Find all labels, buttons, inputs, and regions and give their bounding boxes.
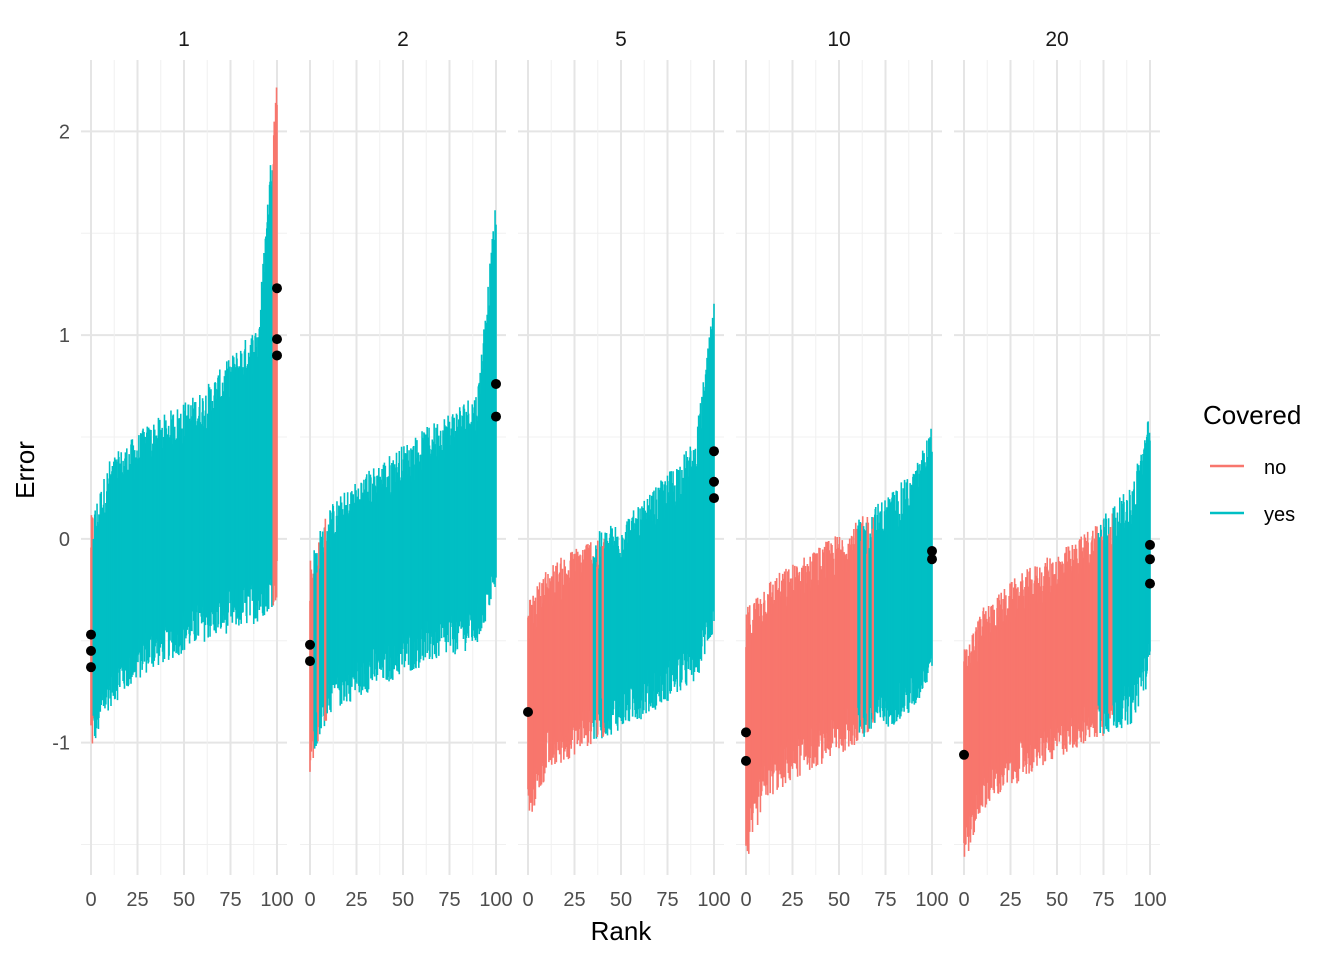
x-tick-label: 0 bbox=[740, 889, 751, 911]
x-tick-label: 50 bbox=[392, 889, 414, 911]
point-estimate bbox=[927, 546, 937, 557]
x-tick-label: 0 bbox=[958, 889, 969, 911]
x-axis-title: Rank bbox=[591, 916, 653, 946]
legend-title: Covered bbox=[1203, 400, 1301, 430]
x-tick-label: 25 bbox=[126, 889, 148, 911]
x-tick-label: 100 bbox=[915, 889, 948, 911]
point-estimate bbox=[741, 755, 751, 766]
x-tick-label: 25 bbox=[345, 889, 367, 911]
point-estimate bbox=[1145, 539, 1155, 550]
point-estimate bbox=[709, 446, 719, 457]
point-estimate bbox=[709, 493, 719, 504]
point-estimate bbox=[927, 554, 937, 565]
x-tick-label: 50 bbox=[173, 889, 195, 911]
y-tick-label: -1 bbox=[52, 733, 70, 755]
x-tick-label: 25 bbox=[781, 889, 803, 911]
x-tick-label: 75 bbox=[874, 889, 896, 911]
x-tick-label: 25 bbox=[563, 889, 585, 911]
legend-label-no: no bbox=[1264, 457, 1286, 479]
legend-label-yes: yes bbox=[1264, 504, 1295, 526]
facet-label: 20 bbox=[1045, 28, 1068, 51]
facet-label: 5 bbox=[615, 28, 627, 51]
facet-label: 10 bbox=[827, 28, 850, 51]
x-tick-label: 0 bbox=[85, 889, 96, 911]
x-tick-label: 0 bbox=[304, 889, 315, 911]
x-tick-label: 75 bbox=[656, 889, 678, 911]
point-estimate bbox=[523, 707, 533, 717]
facet-label: 2 bbox=[397, 28, 409, 51]
x-tick-label: 50 bbox=[828, 889, 850, 911]
point-estimate bbox=[305, 656, 315, 667]
x-tick-label: 25 bbox=[999, 889, 1021, 911]
point-estimate bbox=[272, 283, 282, 294]
y-axis-title: Error bbox=[10, 441, 40, 499]
y-tick-label: 2 bbox=[59, 121, 70, 143]
legend: Covered no yes bbox=[1203, 400, 1301, 526]
data-layer bbox=[86, 87, 1155, 857]
point-estimate bbox=[959, 749, 969, 760]
point-estimate bbox=[272, 334, 282, 345]
point-estimate bbox=[305, 639, 315, 650]
y-tick-label: 1 bbox=[59, 325, 70, 347]
x-tick-label: 100 bbox=[479, 889, 512, 911]
point-estimate bbox=[491, 378, 501, 389]
facet-label: 1 bbox=[178, 28, 190, 51]
x-tick-label: 75 bbox=[1092, 889, 1114, 911]
point-estimate bbox=[1145, 554, 1155, 565]
point-estimate bbox=[86, 629, 96, 640]
point-estimate bbox=[86, 645, 96, 656]
x-tick-label: 50 bbox=[1046, 889, 1068, 911]
x-tick-label: 75 bbox=[438, 889, 460, 911]
x-tick-label: 100 bbox=[260, 889, 293, 911]
x-tick-label: 0 bbox=[522, 889, 533, 911]
x-tick-label: 100 bbox=[1133, 889, 1166, 911]
x-tick-label: 50 bbox=[610, 889, 632, 911]
x-tick-label: 75 bbox=[219, 889, 241, 911]
point-estimate bbox=[272, 350, 282, 361]
x-tick-label: 100 bbox=[697, 889, 730, 911]
point-estimate bbox=[86, 662, 96, 673]
point-estimate bbox=[491, 411, 501, 422]
point-estimate bbox=[741, 727, 751, 738]
point-estimate bbox=[709, 476, 719, 487]
point-estimate bbox=[1145, 578, 1155, 589]
y-tick-label: 0 bbox=[59, 529, 70, 551]
